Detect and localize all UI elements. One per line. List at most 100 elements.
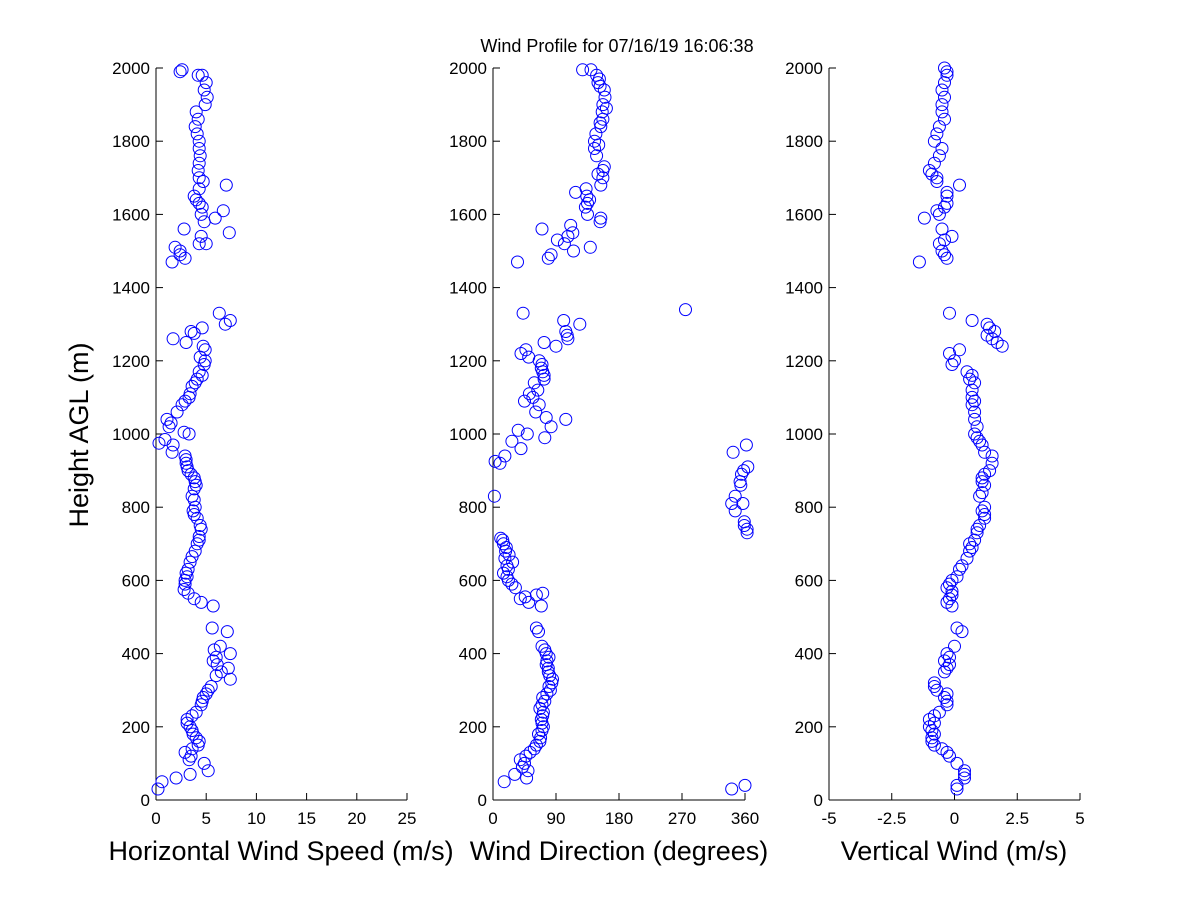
vertical-wind-data-point — [943, 347, 956, 360]
horizontal-speed-data-point — [183, 720, 197, 734]
wind-direction-data-point — [522, 350, 536, 364]
vertical-wind-data-point — [943, 306, 956, 320]
vertical-wind-data-point — [970, 431, 984, 445]
wind-direction-data-point — [597, 160, 611, 174]
horizontal-speed-data-point — [216, 204, 230, 218]
horizontal-speed-x-tick-label: 0 — [151, 809, 160, 828]
wind-direction-x-tick-label: 360 — [731, 809, 759, 828]
vertical-wind-data-point — [975, 486, 989, 500]
wind-direction-x-tick-label: 270 — [668, 809, 696, 828]
wind-direction-data-point — [522, 387, 536, 401]
horizontal-speed-data-point — [166, 332, 180, 346]
vertical-wind-y-tick-label: 400 — [795, 645, 823, 664]
horizontal-speed-data-point — [198, 343, 212, 357]
wind-direction-data-point — [725, 497, 739, 510]
vertical-wind-data-point — [960, 551, 974, 565]
wind-direction-data-point — [519, 749, 533, 763]
horizontal-speed-data-point — [194, 595, 208, 609]
wind-direction-x-label: Wind Direction (degrees) — [470, 836, 769, 866]
vertical-wind-data-point — [975, 438, 989, 452]
horizontal-speed-data-point — [192, 156, 206, 170]
vertical-wind-data-point — [965, 398, 979, 412]
wind-direction-data-point — [581, 196, 594, 210]
wind-direction-data-point — [536, 691, 550, 704]
horizontal-speed-y-tick-label: 1600 — [112, 205, 150, 224]
vertical-wind-data-point — [995, 339, 1009, 353]
horizontal-speed-data-point — [151, 782, 165, 796]
horizontal-speed-y-tick-label: 600 — [122, 571, 150, 590]
wind-direction-data-point — [535, 222, 549, 236]
horizontal-speed-data-point — [168, 240, 182, 254]
vertical-wind-data-point — [940, 185, 954, 199]
vertical-wind-data-point — [973, 489, 987, 503]
vertical-wind-data-point — [953, 178, 966, 192]
wind-direction-data-point — [541, 251, 555, 265]
vertical-wind-data-point — [932, 149, 946, 163]
wind-direction-data-point — [529, 405, 543, 419]
horizontal-speed-data-point — [214, 665, 228, 679]
wind-direction-data-point — [541, 665, 555, 679]
wind-direction-data-point — [497, 775, 511, 789]
wind-direction-data-point — [737, 519, 751, 532]
wind-direction-data-point — [728, 504, 742, 518]
vertical-wind-x-label: Vertical Wind (m/s) — [841, 836, 1068, 866]
vertical-wind-data-point — [938, 248, 951, 262]
wind-direction-data-point — [526, 390, 540, 404]
vertical-wind-data-point — [927, 680, 941, 693]
horizontal-speed-data-point — [192, 182, 206, 196]
horizontal-speed-data-point — [194, 207, 208, 221]
wind-direction-data-point — [594, 211, 608, 225]
wind-direction-data-point — [578, 200, 592, 214]
wind-direction-data-point — [588, 142, 601, 155]
horizontal-speed-data-point — [177, 425, 191, 439]
vertical-wind-data-point — [930, 127, 944, 141]
horizontal-speed-data-point — [183, 767, 197, 781]
vertical-wind-data-point — [978, 467, 992, 481]
wind-direction-data-point — [564, 218, 578, 232]
vertical-wind-x-tick-label: 0 — [950, 809, 959, 828]
wind-direction-y-tick-label: 600 — [459, 571, 487, 590]
wind-direction-data-point — [740, 526, 754, 540]
wind-direction-data-point — [505, 577, 519, 591]
vertical-wind-data-point — [950, 756, 964, 770]
wind-direction-y-tick-label: 1400 — [449, 279, 487, 298]
wind-direction-data-point — [532, 625, 545, 639]
horizontal-speed-y-tick-label: 400 — [122, 645, 150, 664]
y-axis-label: Height AGL (m) — [64, 342, 94, 527]
horizontal-speed-y-tick-label: 2000 — [112, 59, 150, 78]
vertical-wind-data-point — [940, 65, 954, 79]
wind-direction-data-point — [497, 566, 510, 580]
horizontal-speed-x-tick-label: 15 — [297, 809, 316, 828]
wind-direction-data-point — [535, 698, 549, 712]
vertical-wind-data-point — [978, 508, 992, 521]
horizontal-speed-data-point — [181, 586, 195, 600]
horizontal-speed-data-point — [198, 354, 212, 368]
vertical-wind-data-point — [983, 464, 997, 478]
horizontal-speed-data-point — [178, 449, 192, 463]
wind-direction-x-tick-label: 90 — [547, 809, 566, 828]
vertical-wind-data-point — [963, 372, 977, 386]
horizontal-speed-data-point — [223, 672, 237, 686]
chart-title: Wind Profile for 07/16/19 16:06:38 — [480, 36, 753, 56]
vertical-wind-x-tick-label: -5 — [821, 809, 836, 828]
wind-direction-y-tick-label: 800 — [459, 498, 487, 517]
vertical-wind-data-point — [978, 478, 992, 492]
horizontal-speed-data-point — [175, 63, 189, 77]
vertical-wind-y-tick-label: 600 — [795, 571, 823, 590]
horizontal-speed-data-point — [196, 339, 210, 353]
horizontal-speed-data-point — [187, 482, 201, 496]
horizontal-speed-data-point — [207, 643, 221, 657]
wind-direction-data-point — [505, 434, 519, 448]
vertical-wind-y-tick-label: 0 — [814, 791, 823, 810]
wind-direction-data-point — [576, 63, 590, 77]
horizontal-speed-data-point — [165, 445, 179, 459]
horizontal-speed-data-point — [195, 68, 209, 82]
vertical-wind-data-point — [970, 526, 984, 540]
vertical-wind-data-point — [940, 661, 954, 675]
horizontal-speed-data-point — [183, 555, 197, 569]
vertical-wind-data-point — [935, 142, 949, 155]
horizontal-speed-data-point — [192, 365, 206, 379]
horizontal-speed-data-point — [196, 175, 210, 188]
horizontal-speed-data-point — [201, 683, 215, 697]
vertical-wind-data-point — [927, 134, 941, 148]
